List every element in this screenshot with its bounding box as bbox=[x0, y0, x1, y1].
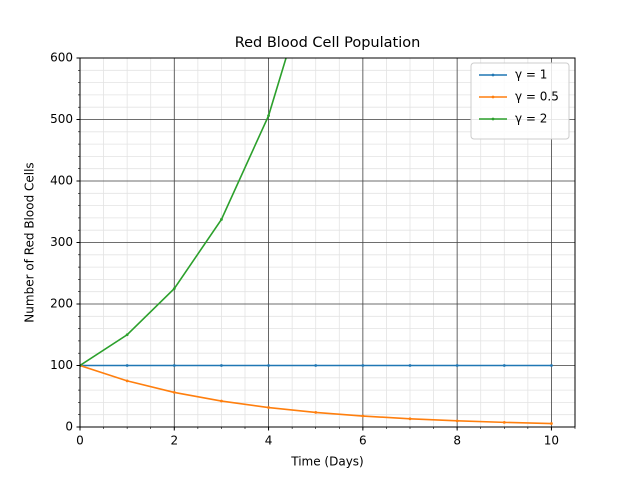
point bbox=[550, 364, 553, 367]
legend-marker bbox=[491, 95, 495, 99]
point bbox=[125, 333, 129, 337]
point bbox=[550, 422, 553, 425]
point bbox=[455, 364, 459, 367]
point bbox=[267, 114, 270, 118]
point bbox=[220, 218, 223, 221]
point bbox=[361, 414, 365, 418]
legend-label: γ = 0.5 bbox=[515, 90, 559, 104]
point bbox=[172, 364, 176, 367]
legend-box bbox=[470, 62, 570, 140]
y-tick-label: 600 bbox=[50, 51, 73, 65]
point bbox=[502, 420, 506, 424]
y-tick-label: 400 bbox=[50, 174, 73, 188]
point bbox=[408, 364, 412, 367]
x-tick-label: 10 bbox=[544, 434, 559, 448]
point bbox=[502, 364, 506, 367]
x-tick-label: 6 bbox=[359, 434, 367, 448]
y-tick-label: 500 bbox=[50, 112, 73, 126]
y-tick-label: 0 bbox=[65, 420, 73, 434]
legend-label: γ = 2 bbox=[515, 112, 547, 126]
x-tick-label: 4 bbox=[265, 434, 273, 448]
legend-marker bbox=[491, 117, 495, 121]
y-tick-label: 100 bbox=[50, 358, 73, 372]
point bbox=[408, 417, 412, 421]
y-axis-label: Number of Red Blood Cells bbox=[23, 162, 37, 322]
legend-marker bbox=[491, 73, 495, 77]
x-tick-label: 2 bbox=[170, 434, 178, 448]
x-tick-label: 0 bbox=[76, 434, 84, 448]
series-line bbox=[80, 58, 287, 367]
point bbox=[220, 364, 223, 367]
legend: γ = 1 γ = 0.5 γ = 2 bbox=[470, 62, 570, 140]
point bbox=[314, 364, 318, 367]
y-tick-label: 300 bbox=[50, 235, 73, 249]
chart-title: Red Blood Cell Population bbox=[235, 35, 421, 51]
point bbox=[314, 411, 318, 414]
point bbox=[220, 399, 223, 403]
point bbox=[125, 379, 129, 383]
plot-area bbox=[80, 58, 553, 425]
x-tick-label: 8 bbox=[453, 434, 461, 448]
y-tick-label: 200 bbox=[50, 297, 73, 311]
point bbox=[361, 364, 365, 367]
point bbox=[455, 419, 459, 423]
point bbox=[125, 364, 129, 367]
legend-label: γ = 1 bbox=[515, 68, 547, 82]
point bbox=[267, 364, 270, 367]
point bbox=[267, 406, 270, 409]
x-axis-label: Time (Days) bbox=[290, 455, 364, 469]
point bbox=[172, 287, 176, 291]
point bbox=[172, 391, 176, 394]
